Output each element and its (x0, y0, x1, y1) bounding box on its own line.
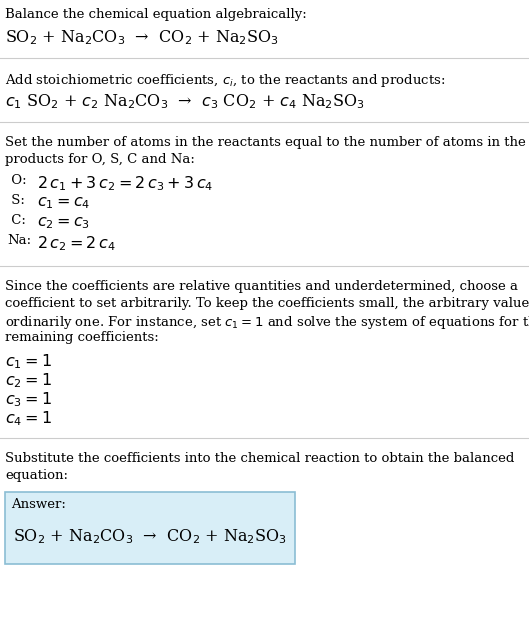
Text: $c_1 = 1$: $c_1 = 1$ (5, 352, 52, 371)
Text: C:: C: (7, 214, 26, 227)
Text: $c_3 = 1$: $c_3 = 1$ (5, 390, 52, 409)
Text: $c_1$ SO$_2$ + $c_2$ Na$_2$CO$_3$  →  $c_3$ CO$_2$ + $c_4$ Na$_2$SO$_3$: $c_1$ SO$_2$ + $c_2$ Na$_2$CO$_3$ → $c_3… (5, 92, 364, 111)
Text: $c_2 = c_3$: $c_2 = c_3$ (37, 214, 90, 231)
Text: Add stoichiometric coefficients, $c_i$, to the reactants and products:: Add stoichiometric coefficients, $c_i$, … (5, 72, 445, 89)
Text: remaining coefficients:: remaining coefficients: (5, 331, 159, 344)
Text: Set the number of atoms in the reactants equal to the number of atoms in the: Set the number of atoms in the reactants… (5, 136, 526, 149)
Text: Answer:: Answer: (11, 498, 66, 511)
Text: $2\,c_1 + 3\,c_2 = 2\,c_3 + 3\,c_4$: $2\,c_1 + 3\,c_2 = 2\,c_3 + 3\,c_4$ (37, 174, 213, 192)
Text: $c_1 = c_4$: $c_1 = c_4$ (37, 194, 90, 211)
Text: S:: S: (7, 194, 25, 207)
Text: products for O, S, C and Na:: products for O, S, C and Na: (5, 153, 195, 166)
Text: Na:: Na: (7, 234, 31, 247)
Text: SO$_2$ + Na$_2$CO$_3$  →  CO$_2$ + Na$_2$SO$_3$: SO$_2$ + Na$_2$CO$_3$ → CO$_2$ + Na$_2$S… (5, 28, 279, 46)
Text: Since the coefficients are relative quantities and underdetermined, choose a: Since the coefficients are relative quan… (5, 280, 518, 293)
Bar (5, 492, 295, 564)
Text: Substitute the coefficients into the chemical reaction to obtain the balanced: Substitute the coefficients into the che… (5, 452, 514, 465)
Text: $c_4 = 1$: $c_4 = 1$ (5, 409, 52, 428)
Text: SO$_2$ + Na$_2$CO$_3$  →  CO$_2$ + Na$_2$SO$_3$: SO$_2$ + Na$_2$CO$_3$ → CO$_2$ + Na$_2$S… (13, 527, 287, 546)
Text: Balance the chemical equation algebraically:: Balance the chemical equation algebraica… (5, 8, 307, 21)
Text: coefficient to set arbitrarily. To keep the coefficients small, the arbitrary va: coefficient to set arbitrarily. To keep … (5, 297, 529, 310)
Text: O:: O: (7, 174, 26, 187)
Text: equation:: equation: (5, 469, 68, 482)
Text: ordinarily one. For instance, set $c_1 = 1$ and solve the system of equations fo: ordinarily one. For instance, set $c_1 =… (5, 314, 529, 331)
Text: $2\,c_2 = 2\,c_4$: $2\,c_2 = 2\,c_4$ (37, 234, 116, 253)
Text: $c_2 = 1$: $c_2 = 1$ (5, 371, 52, 390)
